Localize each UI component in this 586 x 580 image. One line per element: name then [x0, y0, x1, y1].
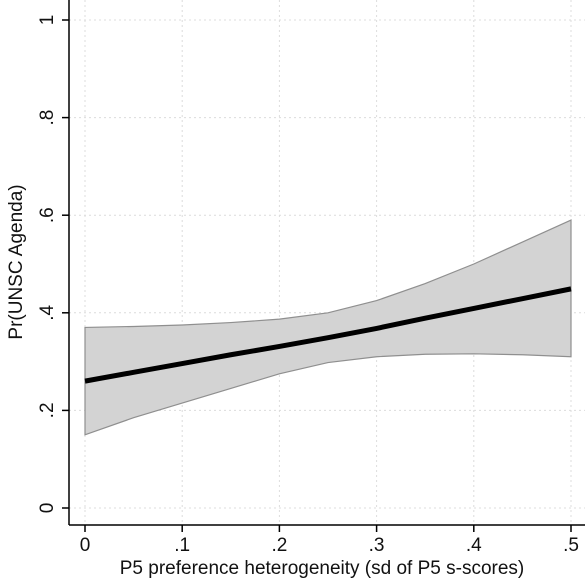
y-tick-label: .8 — [37, 110, 58, 126]
confidence-band — [84, 219, 572, 436]
x-axis-title: P5 preference heterogeneity (sd of P5 s-… — [120, 558, 524, 579]
prediction-line — [84, 286, 572, 384]
y-tick-label: 0 — [37, 503, 58, 514]
x-tick-label: 0 — [80, 535, 91, 556]
x-tick-label: .2 — [271, 535, 287, 556]
x-tick-label: .5 — [563, 535, 579, 556]
y-tick-label: .4 — [37, 304, 58, 320]
y-tick-label: .2 — [37, 402, 58, 418]
confidence-band-group — [84, 219, 572, 436]
y-tick-label: .6 — [37, 207, 58, 223]
y-axis-title: Pr(UNSC Agenda) — [6, 184, 27, 339]
x-tick-label: .3 — [369, 535, 385, 556]
x-tick-label: .1 — [174, 535, 190, 556]
x-tick-label: .4 — [466, 535, 482, 556]
prediction-line-group — [84, 286, 572, 384]
y-tick-label: 1 — [37, 15, 58, 26]
axes: 0 .1 .2 .3 .4 .5 0 .2 .4 .6 .8 1 — [37, 0, 585, 556]
